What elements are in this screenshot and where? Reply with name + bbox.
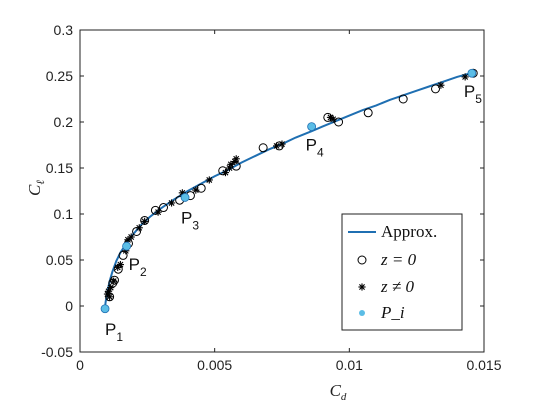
point-label-1: P1 [105,320,123,344]
z-nonzero-point [167,199,176,207]
point-label-3: P3 [181,208,199,232]
z-nonzero-point [141,217,149,225]
y-tick-label: 0 [65,298,73,314]
z-nonzero-point [437,81,445,89]
point-label-5: P5 [464,82,482,106]
z-nonzero-point [329,115,337,123]
z-nonzero-series [103,73,469,301]
z-zero-point [258,143,268,153]
legend: Approx. z = 0 z ≠ 0 P_i [341,213,463,331]
z-nonzero-point [106,293,114,301]
z-nonzero-point [107,284,115,292]
axes-frame [79,29,485,353]
legend-pi-label: P_i [380,303,405,322]
z-nonzero-point [192,186,200,194]
point-label-2: P2 [129,255,147,279]
legend-znonzero-swatch [358,283,366,291]
pi-series [100,68,477,314]
z-zero-point [158,203,168,213]
z-nonzero-point [205,176,213,184]
y-tick-label: 0.05 [46,252,73,268]
z-zero-point [363,108,373,118]
pi-point [307,122,317,131]
pi-point [467,68,477,78]
y-axis-label: Cℓ [25,180,47,196]
z-nonzero-point [273,142,281,150]
y-tick-label: 0.25 [46,68,73,84]
z-nonzero-point [232,155,240,163]
legend-pi-swatch [359,310,365,316]
z-zero-point [398,94,408,104]
y-tick-label: 0.3 [54,22,74,38]
point-annotations: P1 P2 P3 P4 P5 [105,82,482,344]
y-tick-label: 0.1 [54,206,74,222]
pi-point [122,241,131,251]
z-nonzero-point [461,73,469,81]
y-tick-label: -0.05 [41,344,73,360]
legend-z0-swatch [357,255,367,265]
z-nonzero-point [116,261,124,269]
legend-z0-label: z = 0 [380,250,417,269]
x-axis-label: Cd [330,381,347,403]
z-nonzero-point [110,277,118,285]
z-zero-point [108,278,118,288]
z-nonzero-point [135,224,143,232]
point-label-4: P4 [306,136,324,160]
legend-approx-label: Approx. [381,222,437,241]
legend-star-marker [358,283,366,291]
plot-area-border [79,29,485,353]
z-zero-point [118,250,128,260]
z-nonzero-point [227,160,235,168]
x-tick-label: 0.005 [197,357,232,373]
z-zero-point [109,275,119,285]
z-zero-point [334,117,344,127]
y-tick-label: 0.15 [46,160,73,176]
pi-point [100,304,110,314]
y-axis-ticks: -0.05 0 0.05 0.1 0.15 0.2 0.25 0.3 [41,22,484,360]
z-nonzero-point [127,233,135,241]
pi-point [180,193,190,202]
x-axis-ticks: 0 0.005 0.01 0.015 [76,30,502,373]
x-tick-label: 0 [76,357,84,373]
x-tick-label: 0.015 [466,357,501,373]
x-tick-label: 0.01 [336,357,363,373]
z-nonzero-point [278,140,286,148]
z-zero-point [431,84,441,94]
legend-znonzero-label: z ≠ 0 [380,277,414,296]
z-nonzero-point [154,208,162,216]
y-tick-label: 0.2 [54,114,74,130]
